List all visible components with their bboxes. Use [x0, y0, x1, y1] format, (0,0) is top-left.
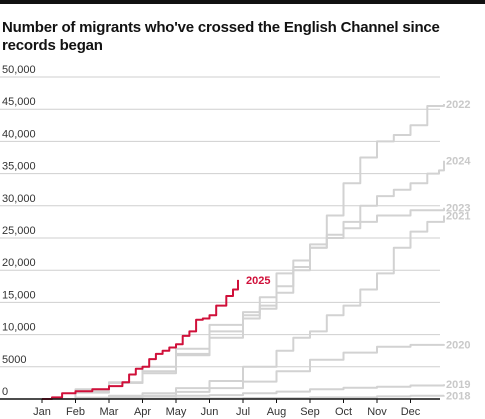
- gridlines: [0, 76, 440, 368]
- y-tick-label: 20,000: [2, 257, 36, 269]
- y-tick-label: 35,000: [2, 161, 36, 173]
- series-line-2024: [42, 160, 445, 400]
- y-tick-label: 15,000: [2, 289, 36, 301]
- chart-title: Number of migrants who've crossed the En…: [2, 19, 440, 54]
- series-label-2018: 2018: [446, 390, 470, 402]
- y-tick-label: 5000: [2, 354, 26, 366]
- y-tick-label: 40,000: [2, 128, 36, 140]
- series-label-2024: 2024: [446, 156, 471, 168]
- x-tick-label: Sep: [300, 406, 320, 418]
- series-line-2021: [42, 215, 445, 400]
- x-tick-label: Oct: [335, 406, 352, 418]
- series-label-2023: 2023: [446, 203, 470, 215]
- y-axis-ticks: 0 5000 10,000 15,000 20,000 25,000 30,000 35,00…: [2, 64, 36, 398]
- x-tick-label: Aug: [267, 406, 287, 418]
- y-tick-label: 10,000: [2, 322, 36, 334]
- y-tick-label: 0: [2, 386, 8, 398]
- y-tick-label: 45,000: [2, 96, 36, 108]
- x-tick-label: Apr: [134, 406, 151, 418]
- series-lines: [42, 104, 445, 400]
- y-tick-label: 50,000: [2, 64, 36, 76]
- y-tick-label: 30,000: [2, 193, 36, 205]
- x-tick-label: Jun: [201, 406, 219, 418]
- series-line-2022: [42, 104, 445, 400]
- x-axis-ticks: Jan Feb Mar Apr May Jun Jul Aug Sep Oct Nov Dec: [33, 399, 421, 418]
- x-tick-label: Nov: [367, 406, 387, 418]
- x-tick-label: Jul: [236, 406, 250, 418]
- series-label-2022: 2022: [446, 99, 470, 111]
- x-tick-label: May: [166, 406, 187, 418]
- series-label-2021: 2021: [446, 210, 470, 222]
- top-rule: [0, 0, 485, 4]
- x-tick-label: Dec: [401, 406, 421, 418]
- y-tick-label: 25,000: [2, 225, 36, 237]
- series-label-2025: 2025: [246, 275, 270, 287]
- x-tick-label: Jan: [33, 406, 51, 418]
- x-tick-label: Feb: [66, 406, 85, 418]
- series-label-2020: 2020: [446, 339, 470, 351]
- series-line-2025: [42, 279, 239, 400]
- x-tick-label: Mar: [100, 406, 119, 418]
- series-label-2019: 2019: [446, 379, 470, 391]
